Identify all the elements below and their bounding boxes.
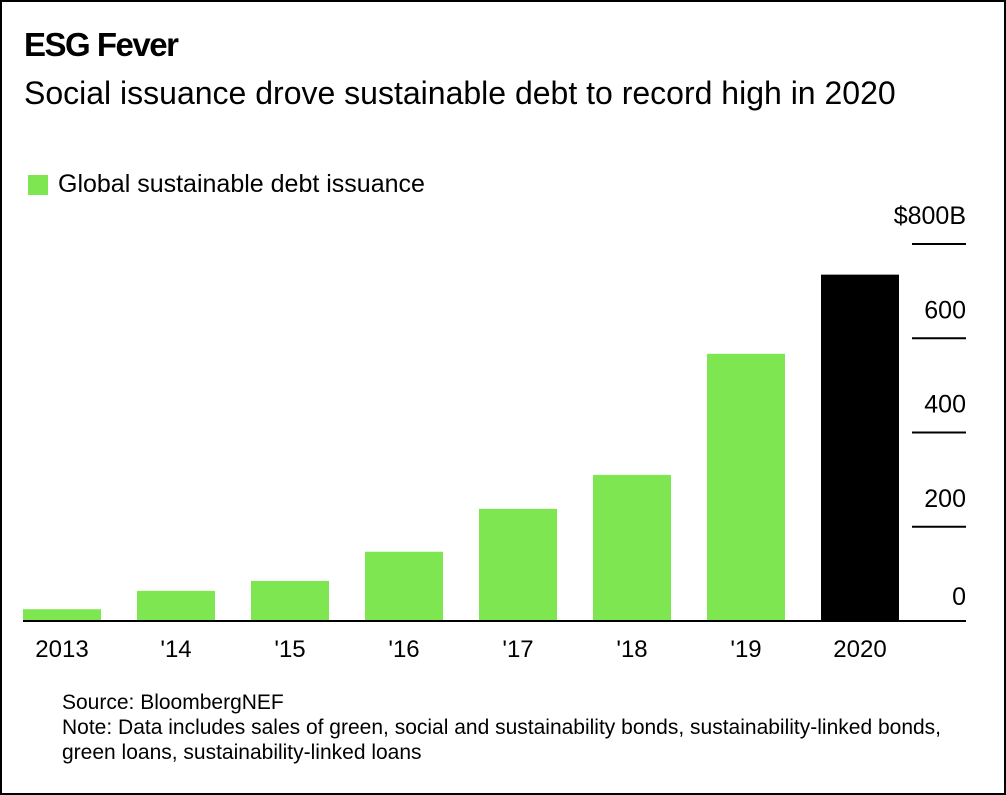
chart-title: ESG Fever	[24, 26, 179, 63]
bar-16	[365, 551, 443, 621]
x-tick-label: '16	[388, 636, 419, 663]
bar-17	[479, 508, 557, 621]
x-tick-label: '19	[730, 636, 761, 663]
y-tick-label: 200	[924, 485, 966, 513]
bar-18	[593, 474, 671, 621]
x-tick-label: 2020	[833, 636, 886, 663]
note-text: Note: Data includes sales of green, soci…	[62, 716, 942, 764]
x-tick-label: '14	[160, 636, 191, 663]
bar-15	[251, 580, 329, 621]
y-tick-label: 0	[952, 583, 966, 611]
source-text: Source: BloombergNEF	[62, 691, 284, 714]
x-tick-label: '15	[274, 636, 305, 663]
legend-swatch	[28, 174, 48, 195]
chart-subtitle: Social issuance drove sustainable debt t…	[24, 75, 896, 111]
legend: Global sustainable debt issuance	[28, 170, 425, 199]
legend-label: Global sustainable debt issuance	[58, 170, 425, 198]
x-tick-label: '18	[616, 636, 647, 663]
bar-19	[707, 353, 785, 621]
y-tick-label: 400	[924, 391, 966, 419]
bar-2013	[23, 609, 101, 621]
x-tick-label: 2013	[35, 636, 88, 663]
bar-14	[137, 590, 215, 621]
chart-footer: Source: BloombergNEF Note: Data includes…	[62, 690, 982, 765]
bar-2020	[821, 274, 899, 621]
y-tick-label: $800B	[894, 202, 966, 230]
x-tick-label: '17	[502, 636, 533, 663]
y-tick-label: 600	[924, 296, 966, 324]
